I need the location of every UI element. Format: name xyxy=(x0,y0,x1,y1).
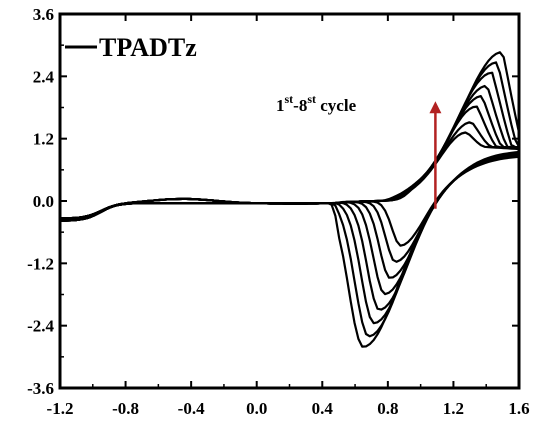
cycle-annotation-text: 1st-8st cycle xyxy=(276,92,357,115)
x-tick-label: 0.4 xyxy=(312,399,334,418)
y-tick-labels: 3.6 2.4 1.2 0.0 -1.2 -2.4 -3.6 xyxy=(27,5,54,398)
cv-curves xyxy=(58,51,521,348)
annotation-mid: -8 xyxy=(293,96,307,115)
y-tick-label: -3.6 xyxy=(27,379,54,398)
y-tick-label: -2.4 xyxy=(27,317,54,336)
x-tick-label: 0.0 xyxy=(246,399,267,418)
x-tick-label: 1.6 xyxy=(508,399,529,418)
annotation-tail: cycle xyxy=(316,96,357,115)
x-tick-label: 0.8 xyxy=(377,399,398,418)
x-tick-labels: -1.2 -0.8 -0.4 0.0 0.4 0.8 1.2 1.6 xyxy=(47,399,530,418)
annotation-base: 1 xyxy=(276,96,285,115)
x-tick-label: -1.2 xyxy=(47,399,74,418)
y-tick-label: 0.0 xyxy=(33,192,54,211)
x-tick-label: -0.4 xyxy=(178,399,205,418)
x-tick-label: 1.2 xyxy=(443,399,464,418)
x-tick-label: -0.8 xyxy=(112,399,139,418)
y-tick-label: 1.2 xyxy=(33,130,54,149)
legend: TPADTz xyxy=(65,33,197,62)
annotation-sup2: st xyxy=(307,92,316,106)
cycle-annotation: 1st-8st cycle xyxy=(276,92,442,209)
plot-frame xyxy=(58,12,521,390)
axis-ticks xyxy=(59,13,520,389)
y-tick-label: -1.2 xyxy=(27,254,54,273)
y-tick-label: 3.6 xyxy=(33,5,54,24)
cycle-arrow-head xyxy=(429,101,442,114)
annotation-sup1: st xyxy=(285,92,294,106)
cv-cycle-8 xyxy=(58,51,521,348)
legend-label: TPADTz xyxy=(99,33,197,62)
y-tick-label: 2.4 xyxy=(33,67,55,86)
